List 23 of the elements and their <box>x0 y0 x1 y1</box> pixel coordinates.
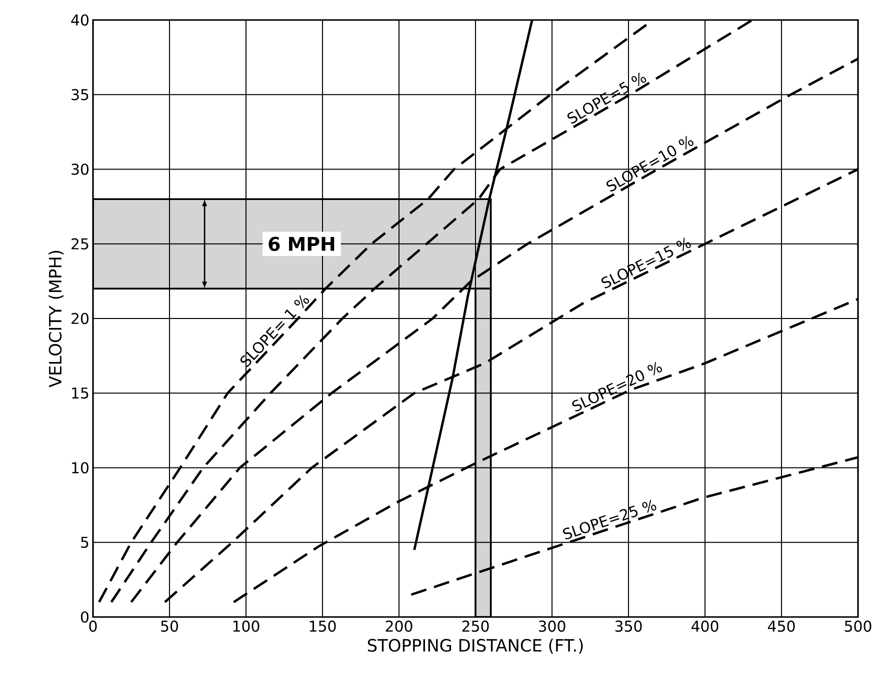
y-axis-title: VELOCITY (MPH) <box>48 250 64 388</box>
x-tick-label: 350 <box>615 620 642 632</box>
y-tick-label: 10 <box>72 462 88 474</box>
x-tick-label: 300 <box>538 620 566 632</box>
y-tick-label: 40 <box>71 14 88 26</box>
annotation: 6 MPH <box>268 236 334 252</box>
y-tick-label: 35 <box>72 88 88 100</box>
x-tick-label: 450 <box>768 620 795 632</box>
x-tick-label: 50 <box>161 620 178 632</box>
x-axis-title: STOPPING DISTANCE (FT.) <box>368 638 583 654</box>
x-tick-label: 400 <box>691 620 718 632</box>
y-tick-label: 20 <box>72 312 88 324</box>
x-tick-label: 0 <box>89 620 97 632</box>
y-tick-label: 0 <box>80 611 88 623</box>
x-tick-label: 150 <box>310 620 336 632</box>
y-tick-label: 25 <box>72 238 88 250</box>
x-tick-label: 250 <box>462 620 489 632</box>
x-tick-label: 100 <box>233 620 260 632</box>
y-tick-label: 15 <box>72 388 88 399</box>
x-tick-label: 500 <box>844 620 872 632</box>
x-tick-label: 200 <box>386 620 412 632</box>
y-tick-label: 5 <box>81 536 88 548</box>
y-tick-label: 30 <box>72 164 88 175</box>
